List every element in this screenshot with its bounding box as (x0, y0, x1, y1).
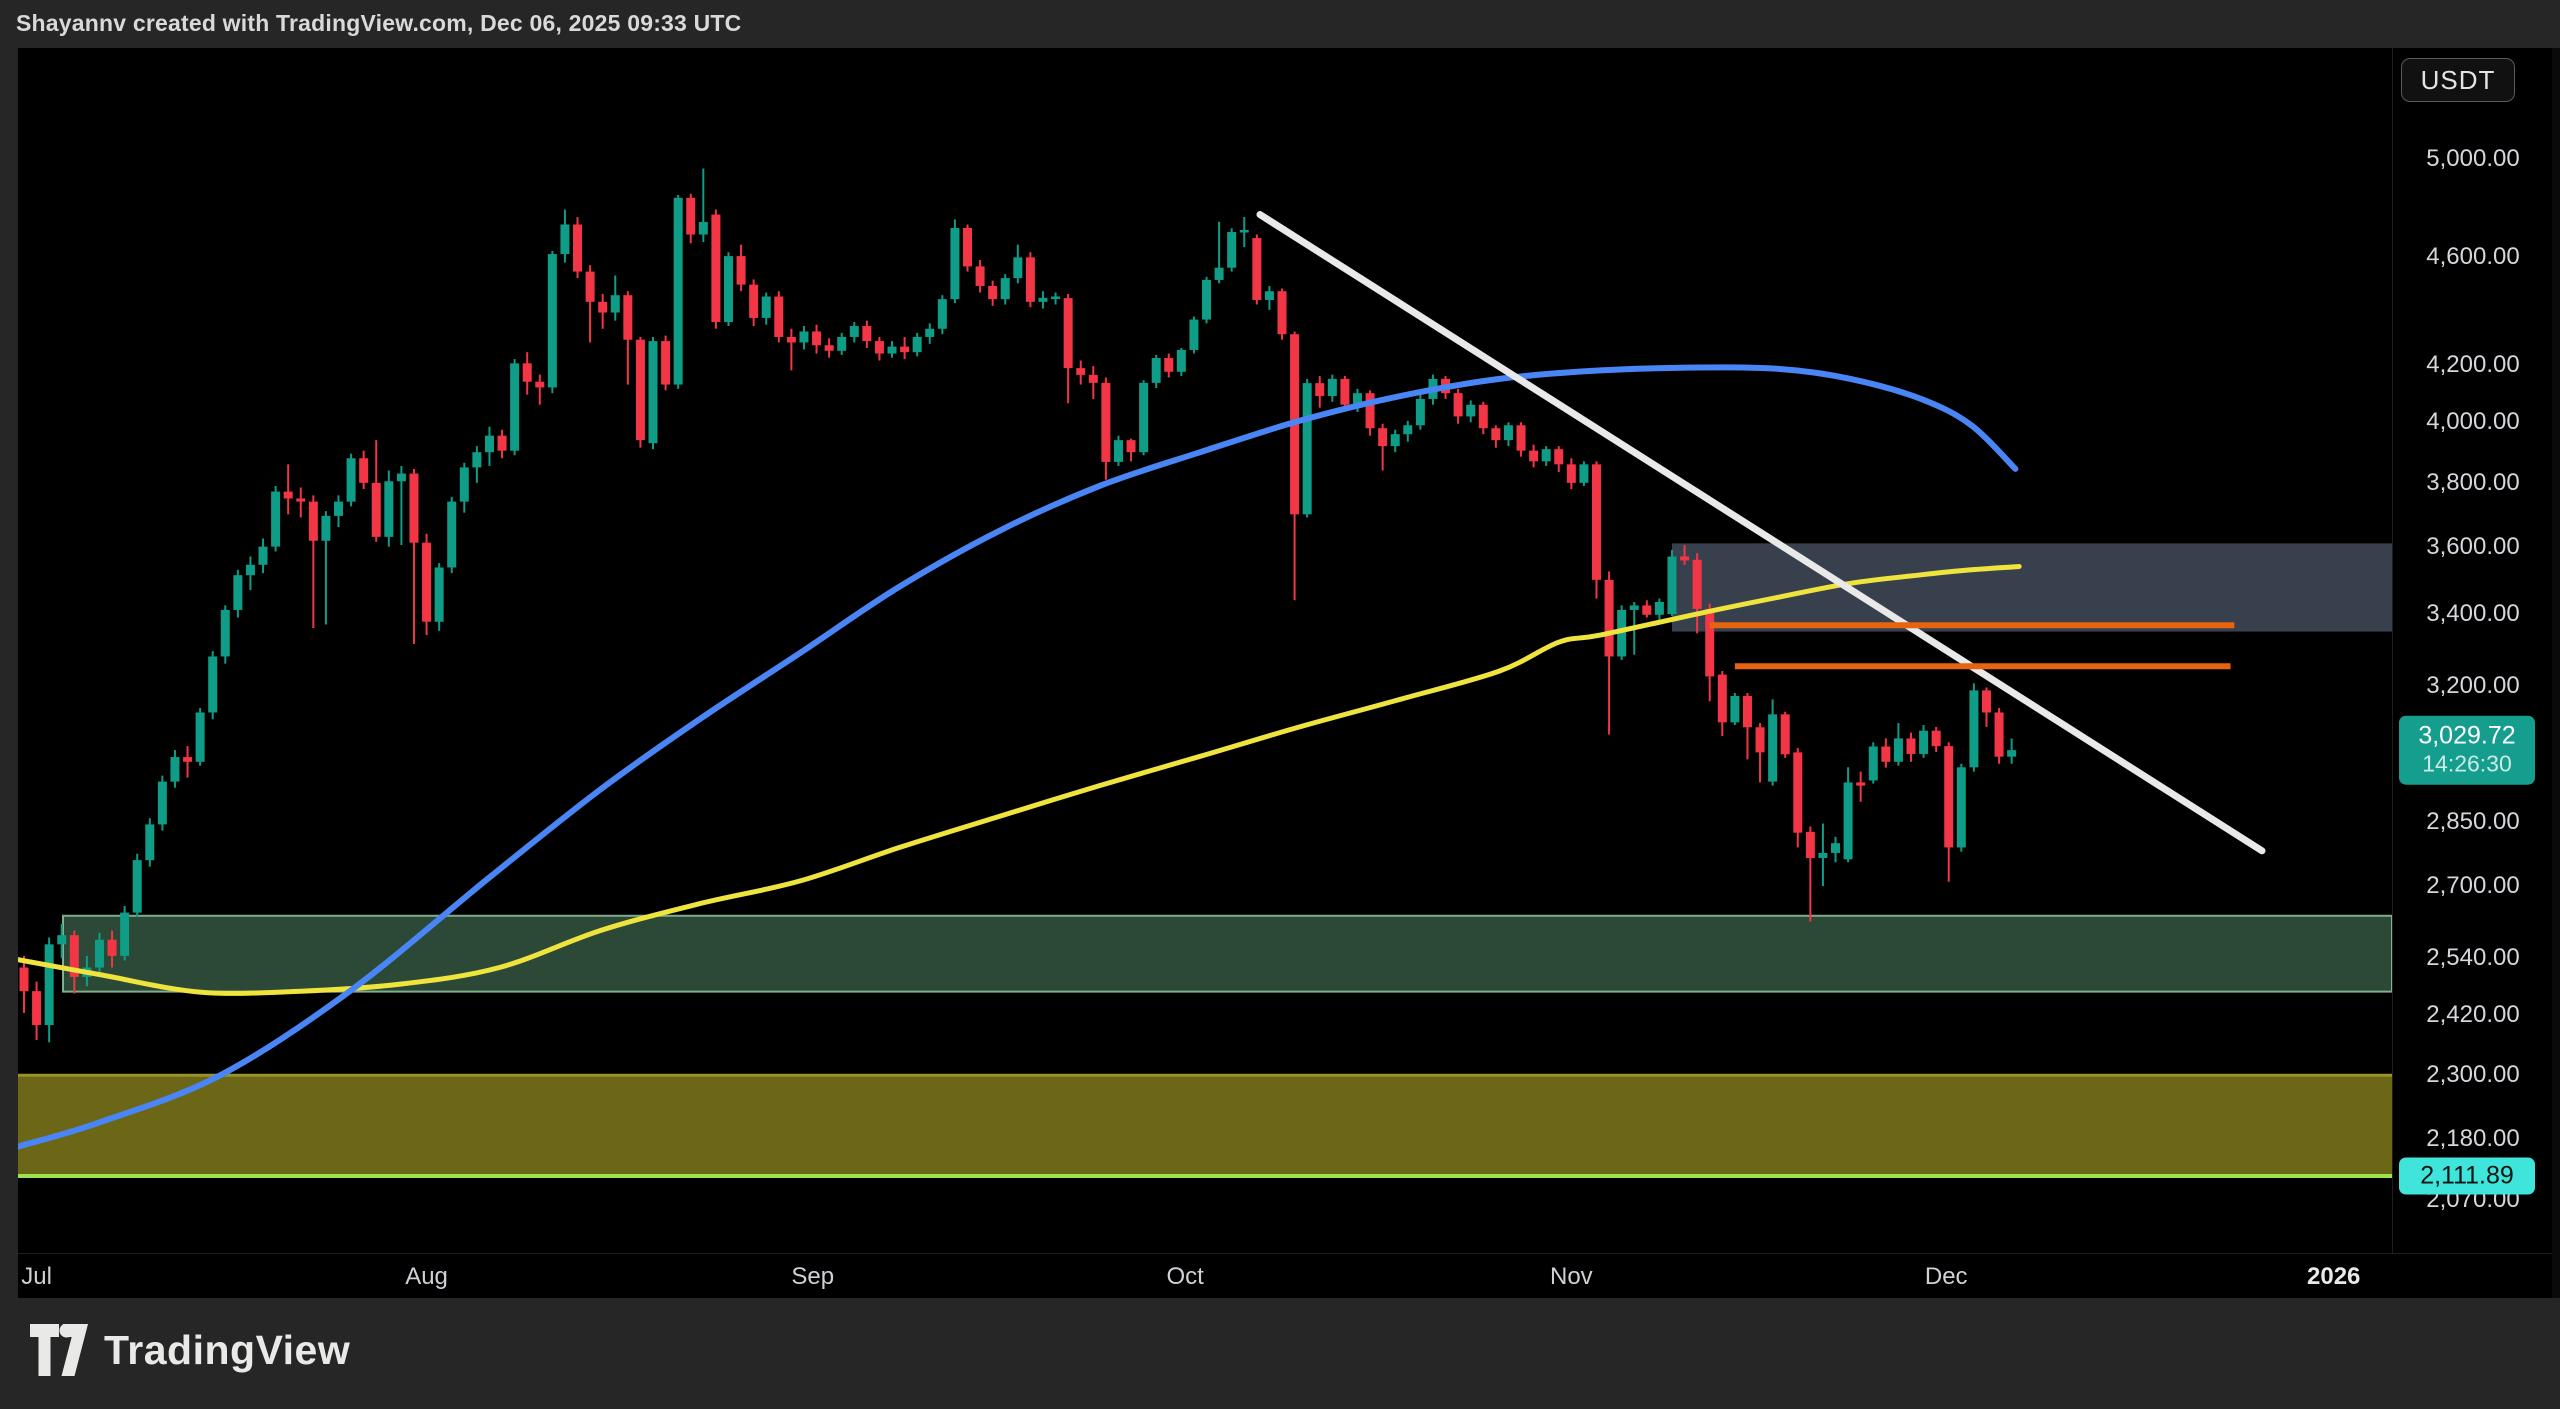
time-axis[interactable]: Jul Aug Sep Oct Nov Dec 2026 (18, 1253, 2552, 1299)
tradingview-logo-text: TradingView (104, 1326, 351, 1373)
zone-2[interactable] (18, 1075, 2392, 1176)
price-tick-label: 2,850.00 (2426, 808, 2520, 836)
chart-pane[interactable] (18, 48, 2392, 1253)
price-tick-label: 2,420.00 (2426, 1001, 2520, 1029)
tradingview-logo-icon (30, 1324, 88, 1376)
price-tick-label: 2,180.00 (2426, 1124, 2520, 1152)
price-axis[interactable]: USDT 5,000.00 4,600.00 4,200.00 4,000.00 3,8… (2392, 48, 2553, 1253)
price-tick-label: 3,800.00 (2426, 468, 2520, 496)
time-tick-label-aug: Aug (405, 1262, 448, 1290)
right-margin (2552, 48, 2560, 1298)
zone-0[interactable] (1671, 543, 2392, 632)
time-tick-label-oct: Oct (1166, 1262, 1204, 1290)
price-tick-label: 4,600.00 (2426, 243, 2520, 271)
time-tick-label-sep: Sep (791, 1262, 835, 1290)
trendline-white[interactable] (1256, 211, 2266, 855)
footer-bar: TradingView (0, 1298, 2560, 1409)
time-tick-label-2026: 2026 (2306, 1262, 2361, 1290)
ma-blue-line (18, 364, 2019, 1150)
currency-toggle-button[interactable]: USDT (2401, 58, 2515, 102)
ma-yellow-line (18, 564, 2022, 996)
price-tick-label: 2,700.00 (2426, 872, 2520, 900)
price-tick-label: 3,600.00 (2426, 532, 2520, 560)
price-tick-label: 4,200.00 (2426, 350, 2520, 378)
header-bar: Shayannv created with TradingView.com, D… (0, 0, 2560, 48)
bar-close-countdown: 14:26:30 (2422, 750, 2512, 777)
alert-price-badge: 2,111.89 (2399, 1157, 2535, 1195)
price-tick-label: 3,400.00 (2426, 600, 2520, 628)
price-tick-label: 3,200.00 (2426, 671, 2520, 699)
price-tick-label: 4,000.00 (2426, 408, 2520, 436)
time-tick-label-nov: Nov (1549, 1262, 1593, 1290)
current-price-value: 3,029.72 (2418, 721, 2516, 750)
price-tick-label: 2,300.00 (2426, 1061, 2520, 1089)
price-tick-label: 2,540.00 (2426, 944, 2520, 972)
current-price-badge: 3,029.72 14:26:30 (2399, 715, 2535, 785)
time-tick-label-jul: Jul (21, 1262, 52, 1290)
time-tick-label-dec: Dec (1924, 1262, 1968, 1290)
price-tick-label: 5,000.00 (2426, 145, 2520, 172)
tradingview-logo[interactable]: TradingView (30, 1324, 350, 1376)
attribution-title: Shayannv created with TradingView.com, D… (16, 10, 742, 36)
